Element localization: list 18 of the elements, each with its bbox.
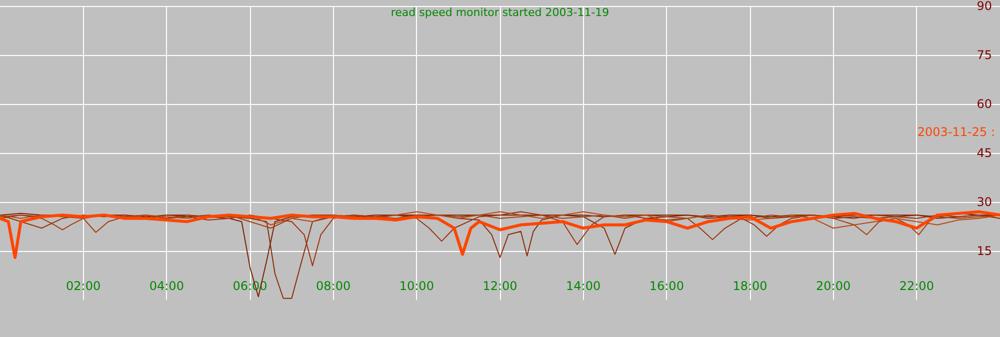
x-tick-label: 12:00 <box>482 279 518 293</box>
x-tick-label: 08:00 <box>316 279 351 293</box>
y-tick-label: 45 <box>976 146 992 160</box>
text: 2003-11-25 : <box>917 125 996 139</box>
x-tick-label: 20:00 <box>816 279 851 293</box>
x-tick-label: 02:00 <box>66 279 101 293</box>
x-tick-label: 22:00 <box>899 279 934 293</box>
y-tick-label: 15 <box>976 244 992 258</box>
y-tick-label: 75 <box>976 48 992 62</box>
x-tick-label: 10:00 <box>399 279 434 293</box>
y-tick-label: 90 <box>976 0 992 13</box>
x-tick-label: 04:00 <box>149 279 184 293</box>
x-tick-label: 14:00 <box>566 279 601 293</box>
y-tick-label: 30 <box>976 195 992 209</box>
x-tick-label: 16:00 <box>649 279 684 293</box>
x-tick-label: 18:00 <box>732 279 768 293</box>
chart-title: read speed monitor started 2003-11-19 <box>390 6 610 19</box>
y-tick-label: 60 <box>976 97 992 111</box>
